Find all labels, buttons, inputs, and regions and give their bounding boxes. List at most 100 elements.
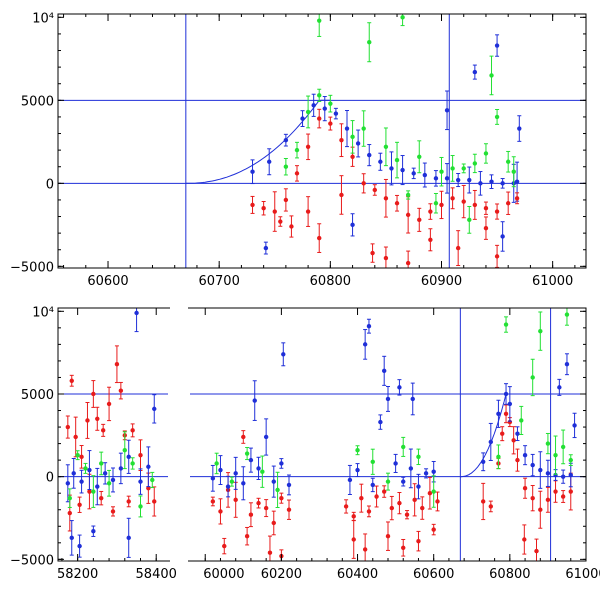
top-point: [478, 181, 483, 186]
top-point: [400, 15, 405, 20]
top-point: [272, 209, 277, 214]
bottom-point: [560, 444, 566, 450]
bottom-point: [410, 396, 415, 402]
bottom-point: [130, 428, 135, 433]
bottom-point: [412, 497, 417, 503]
bottom-point: [126, 499, 131, 504]
top-point: [450, 196, 455, 201]
bottom-model-curve: [460, 393, 510, 478]
bottom-point: [420, 505, 425, 511]
bottom-point: [110, 477, 116, 483]
bottom-point: [355, 467, 360, 473]
bottom-point: [77, 543, 82, 549]
bottom-point: [87, 489, 92, 494]
top-point: [433, 176, 439, 181]
top-point: [333, 111, 339, 116]
bottom-point: [256, 466, 261, 471]
bottom-point: [95, 416, 100, 421]
top-point: [372, 187, 377, 193]
bottom-xtick-label: 60400: [337, 567, 378, 582]
bottom-point: [515, 431, 520, 436]
top-point: [383, 144, 389, 150]
bottom-point: [110, 509, 116, 514]
bottom-point: [138, 504, 143, 509]
bottom-point: [503, 322, 509, 327]
top-point: [278, 219, 283, 224]
bottom-point: [65, 424, 71, 430]
top-point: [389, 166, 394, 171]
top-point: [472, 202, 478, 208]
bottom-point: [152, 406, 157, 412]
bottom-point: [279, 461, 284, 466]
bottom-point: [560, 494, 566, 499]
bottom-point: [515, 457, 520, 463]
top-point: [514, 179, 520, 184]
bottom-point: [146, 464, 151, 469]
top-ytick-label: −5000: [10, 260, 54, 275]
top-point: [455, 177, 461, 183]
bottom-point: [366, 323, 372, 329]
bottom-point: [91, 391, 96, 397]
bottom-xtick-label: 60600: [413, 567, 454, 582]
top-point: [283, 164, 289, 169]
top-point: [289, 224, 294, 229]
top-point: [500, 181, 505, 186]
top-point: [322, 106, 327, 111]
bottom-point: [138, 452, 143, 458]
top-plot-area: [58, 14, 586, 268]
top-point: [444, 176, 450, 181]
bottom-point: [370, 459, 375, 464]
bottom-point: [218, 467, 223, 473]
bottom-point: [233, 497, 238, 503]
bottom-point: [91, 529, 96, 534]
top-point: [311, 103, 316, 108]
top-point: [394, 157, 400, 163]
bottom-point: [503, 411, 509, 417]
bottom-point: [267, 550, 273, 555]
top-point: [355, 141, 361, 146]
bottom-point: [553, 452, 558, 458]
top-xtick-label: 60600: [87, 274, 128, 289]
top-point: [339, 137, 344, 143]
bottom-point: [244, 451, 250, 456]
bottom-point: [545, 497, 551, 503]
bottom-point: [378, 419, 383, 425]
bottom-point: [286, 507, 292, 512]
bottom-point: [281, 352, 286, 357]
bottom-point: [545, 441, 551, 446]
bottom-point: [210, 499, 216, 504]
bottom-point: [385, 533, 391, 539]
bottom-point: [126, 535, 131, 541]
bottom-point: [511, 438, 516, 443]
bottom-ytick-label: 5000: [21, 388, 54, 403]
bottom-point: [553, 489, 558, 494]
bottom-point: [260, 469, 265, 474]
bottom-point: [568, 457, 573, 463]
top-point: [305, 144, 311, 150]
top-point: [267, 159, 272, 164]
bottom-xtick-label: 58200: [57, 567, 98, 582]
bottom-point: [397, 500, 402, 506]
bottom-point: [381, 368, 387, 374]
top-point: [439, 202, 444, 208]
top-point: [261, 206, 266, 211]
bottom-point: [362, 342, 368, 347]
bottom-point: [431, 469, 436, 474]
top-point: [494, 209, 500, 214]
bottom-point: [85, 418, 90, 423]
top-point: [422, 172, 428, 178]
bottom-xtick-label: 61000: [565, 567, 600, 582]
bottom-point: [431, 527, 436, 532]
bottom-point: [343, 504, 349, 509]
bottom-point: [106, 481, 112, 486]
bottom-ytick-label: −5000: [10, 553, 54, 568]
bottom-point: [366, 509, 372, 514]
top-point: [505, 159, 511, 164]
bottom-point: [83, 466, 88, 471]
bottom-point: [538, 328, 543, 334]
bottom-xtick-label: 60000: [203, 567, 244, 582]
top-point: [294, 171, 300, 176]
bottom-point: [75, 452, 80, 458]
bottom-point: [271, 479, 276, 484]
